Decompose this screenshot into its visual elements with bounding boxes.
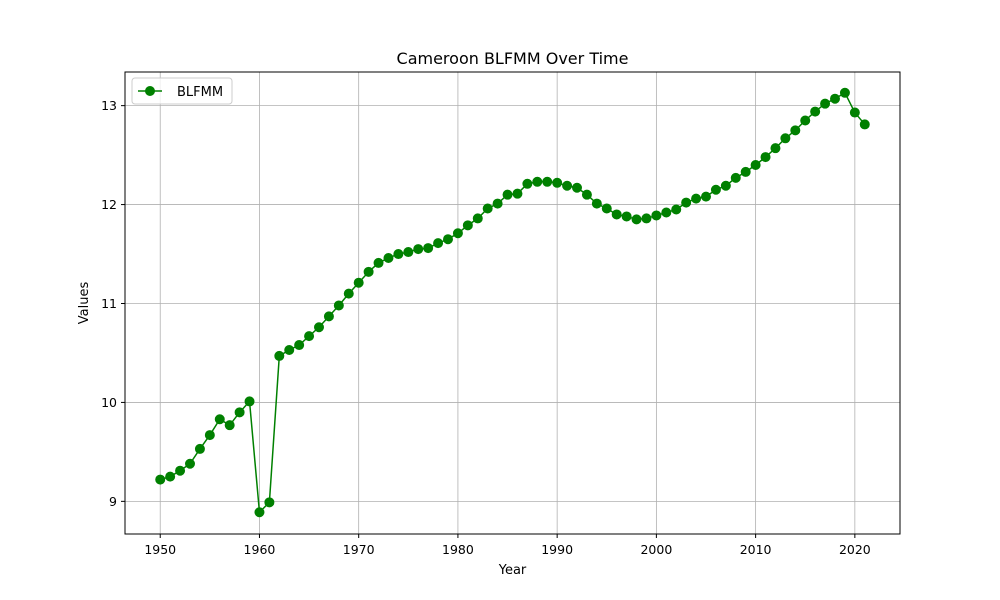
data-point <box>363 266 374 277</box>
data-point <box>353 277 364 288</box>
data-point <box>720 180 731 191</box>
data-point <box>175 465 186 476</box>
data-point <box>830 93 840 104</box>
data-point <box>214 414 225 425</box>
x-tick-label: 1980 <box>442 542 474 557</box>
data-point <box>155 474 166 485</box>
data-point <box>165 471 176 482</box>
data-point <box>710 184 721 195</box>
series-layer <box>155 87 870 518</box>
data-point <box>631 214 642 225</box>
axis-ticks: 1950 1960 1970 1980 1990 2000 2010 2020 9 10 11 12 1… <box>101 98 871 557</box>
y-axis-label: Values <box>77 282 92 325</box>
data-point <box>591 198 602 209</box>
data-point <box>760 152 771 163</box>
data-point <box>323 311 334 322</box>
data-point <box>383 252 394 263</box>
data-point <box>274 350 285 361</box>
data-point <box>661 207 672 218</box>
y-tick-label: 13 <box>101 98 117 113</box>
data-point <box>393 249 404 260</box>
data-point <box>562 180 573 191</box>
data-point <box>730 172 741 183</box>
data-point <box>204 430 215 441</box>
data-point <box>839 87 850 98</box>
data-point <box>681 197 692 208</box>
data-point <box>264 497 275 508</box>
data-point <box>691 193 702 204</box>
legend-box <box>131 77 233 105</box>
data-point <box>611 209 622 220</box>
x-tick-label: 1960 <box>244 542 276 557</box>
data-point <box>542 176 553 187</box>
x-axis-label: Year <box>498 563 527 578</box>
data-point <box>433 238 444 249</box>
data-point <box>780 133 791 144</box>
data-point <box>810 106 821 117</box>
data-point <box>800 115 811 126</box>
legend-label: BLFMM <box>177 85 223 100</box>
data-point <box>770 143 781 154</box>
data-point <box>512 188 523 199</box>
x-tick-label: 1950 <box>144 542 176 557</box>
data-point <box>849 107 860 118</box>
x-tick-label: 1970 <box>343 542 375 557</box>
x-tick-label: 1990 <box>541 542 573 557</box>
data-point <box>413 244 424 255</box>
legend: BLFMM <box>131 77 233 105</box>
data-point <box>284 344 295 355</box>
data-point <box>750 159 761 170</box>
data-point <box>443 234 453 245</box>
legend-marker <box>145 86 155 96</box>
y-tick-label: 11 <box>101 296 117 311</box>
data-point <box>820 98 831 109</box>
data-point <box>185 458 195 469</box>
data-point <box>572 182 582 193</box>
data-point <box>343 288 354 299</box>
x-tick-label: 2020 <box>839 542 871 557</box>
y-tick-label: 10 <box>101 395 117 410</box>
data-point <box>621 211 632 222</box>
data-point <box>423 243 434 254</box>
chart-title: Cameroon BLFMM Over Time <box>397 49 629 68</box>
x-tick-label: 2000 <box>640 542 672 557</box>
y-tick-label: 12 <box>101 197 117 212</box>
data-point <box>254 507 265 518</box>
data-point <box>472 213 483 224</box>
data-point <box>304 331 315 342</box>
data-point <box>740 166 751 177</box>
x-tick-label: 2010 <box>740 542 772 557</box>
data-point <box>234 407 245 418</box>
data-point <box>244 396 255 407</box>
data-point <box>641 213 652 224</box>
data-point <box>522 178 533 189</box>
data-point <box>552 177 563 188</box>
data-point <box>492 198 503 209</box>
data-point <box>532 176 543 187</box>
y-tick-label: 9 <box>109 494 117 509</box>
data-point <box>651 210 662 221</box>
data-point <box>701 191 711 202</box>
data-point <box>224 420 235 431</box>
data-point <box>314 322 324 333</box>
grid <box>125 72 900 534</box>
data-point <box>333 300 344 311</box>
data-point <box>462 220 473 231</box>
data-point <box>502 189 513 200</box>
data-point <box>482 203 493 214</box>
data-point <box>671 204 682 215</box>
data-point <box>403 247 414 258</box>
data-point <box>601 203 612 214</box>
data-point <box>581 189 592 200</box>
data-point <box>859 119 870 130</box>
data-point <box>452 228 463 239</box>
data-point <box>790 125 801 136</box>
data-point <box>373 257 384 268</box>
data-point <box>194 443 205 454</box>
data-point <box>294 340 305 351</box>
